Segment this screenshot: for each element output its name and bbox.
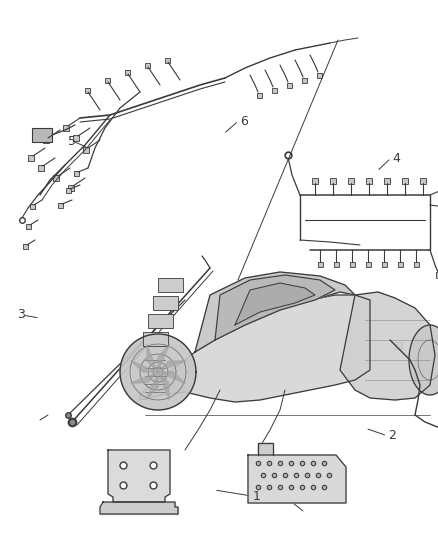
Bar: [384, 178, 390, 184]
Bar: [257, 93, 261, 98]
Polygon shape: [158, 372, 186, 384]
Bar: [312, 178, 318, 184]
Bar: [29, 204, 35, 208]
Polygon shape: [195, 272, 355, 352]
Polygon shape: [146, 372, 158, 400]
Polygon shape: [130, 372, 158, 383]
Bar: [53, 175, 59, 181]
Polygon shape: [248, 455, 346, 503]
Polygon shape: [158, 361, 186, 372]
Bar: [436, 272, 438, 278]
Bar: [28, 155, 34, 161]
Bar: [317, 72, 321, 77]
Polygon shape: [409, 325, 438, 395]
Bar: [381, 262, 386, 266]
Bar: [318, 262, 322, 266]
Text: 5: 5: [68, 135, 76, 148]
Bar: [153, 296, 178, 310]
Text: 3: 3: [17, 308, 25, 321]
Bar: [365, 262, 371, 266]
Bar: [63, 125, 69, 131]
Bar: [68, 185, 74, 191]
Polygon shape: [108, 450, 170, 502]
Bar: [330, 178, 336, 184]
Bar: [398, 262, 403, 266]
Bar: [286, 83, 292, 87]
Bar: [158, 278, 183, 292]
Bar: [66, 188, 71, 192]
Bar: [25, 223, 31, 229]
Polygon shape: [120, 334, 196, 410]
Text: 6: 6: [240, 115, 248, 128]
Bar: [413, 262, 418, 266]
Polygon shape: [340, 292, 435, 400]
Bar: [32, 128, 52, 142]
Bar: [145, 62, 149, 68]
Text: 4: 4: [392, 152, 400, 165]
Polygon shape: [215, 275, 335, 340]
Bar: [74, 171, 78, 175]
Bar: [165, 58, 170, 62]
Bar: [395, 342, 402, 349]
Bar: [272, 87, 276, 93]
Polygon shape: [158, 344, 170, 372]
Bar: [301, 77, 307, 83]
Bar: [420, 178, 426, 184]
Bar: [57, 203, 63, 207]
Bar: [85, 87, 89, 93]
Bar: [333, 262, 339, 266]
Bar: [366, 178, 372, 184]
Bar: [38, 165, 44, 171]
Bar: [73, 135, 79, 141]
Bar: [22, 244, 28, 248]
Bar: [105, 77, 110, 83]
Bar: [350, 262, 354, 266]
Bar: [402, 178, 408, 184]
Polygon shape: [131, 360, 158, 372]
Text: 1: 1: [253, 490, 261, 503]
Bar: [143, 332, 168, 346]
Text: 2: 2: [388, 430, 396, 442]
Bar: [43, 137, 49, 143]
Polygon shape: [258, 443, 273, 455]
Polygon shape: [235, 283, 315, 325]
Bar: [124, 69, 130, 75]
Bar: [148, 314, 173, 328]
Polygon shape: [100, 502, 178, 514]
Bar: [83, 147, 89, 153]
Bar: [348, 178, 354, 184]
Polygon shape: [147, 344, 158, 372]
Polygon shape: [140, 295, 370, 402]
Polygon shape: [158, 372, 169, 400]
